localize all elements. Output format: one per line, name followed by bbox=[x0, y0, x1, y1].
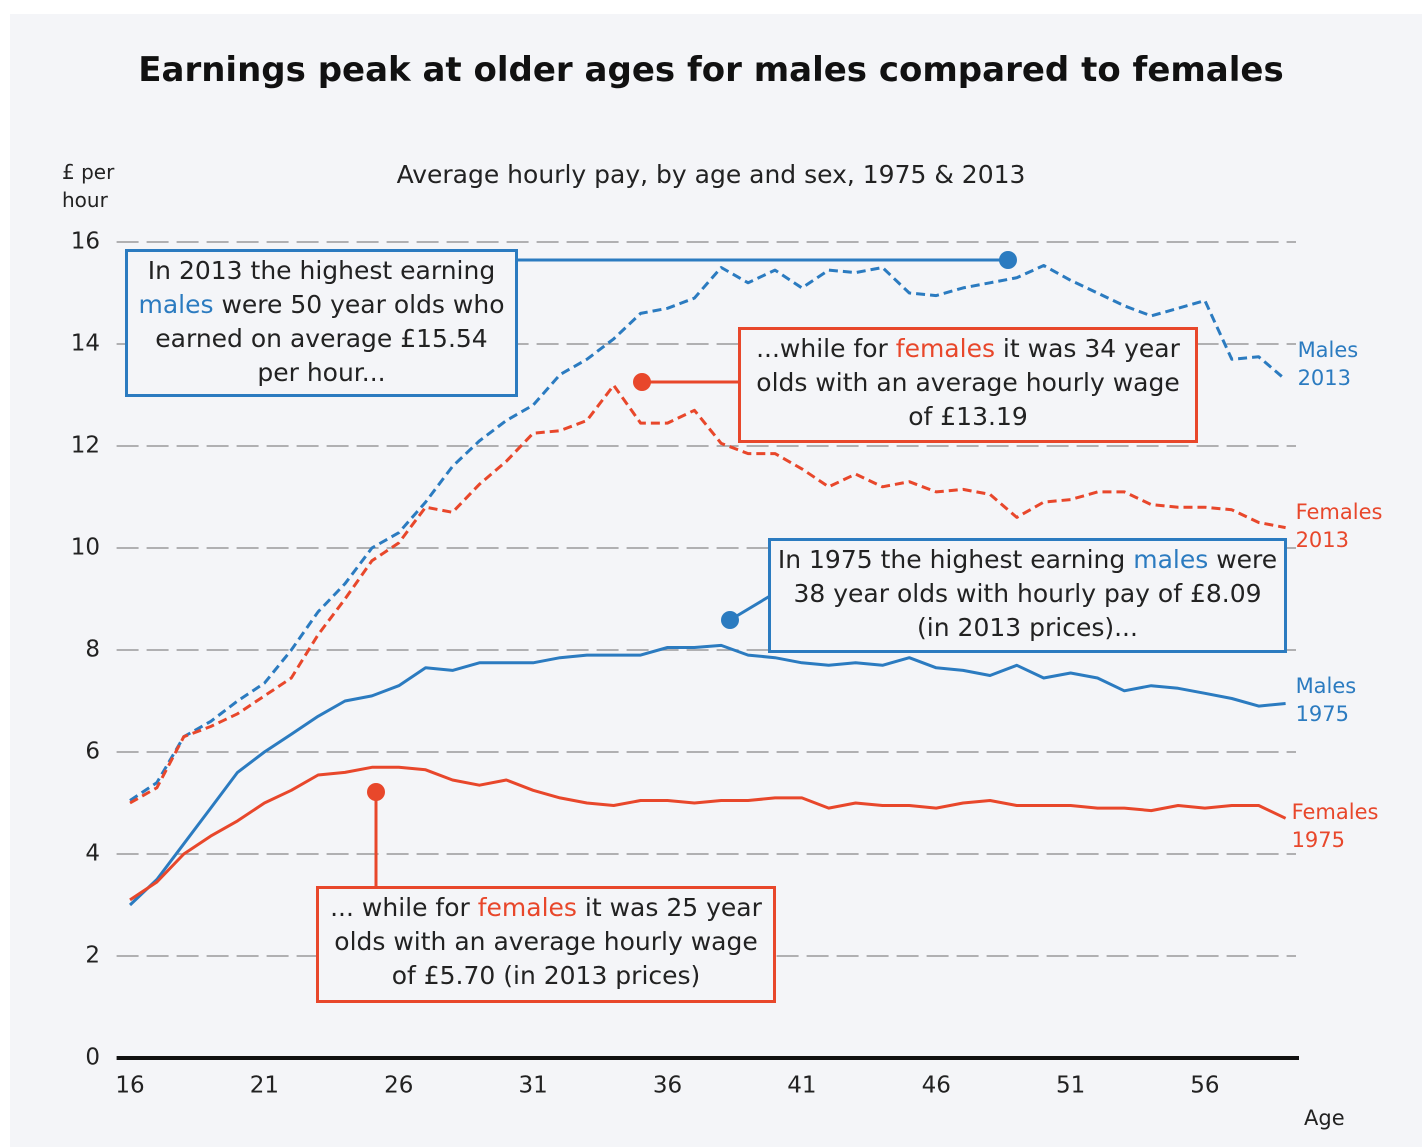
x-tick-label: 26 bbox=[384, 1073, 413, 1099]
annotation-text: it was 34 year olds with an average hour… bbox=[756, 334, 1180, 431]
annotation-dot bbox=[367, 783, 385, 801]
x-tick-label: 51 bbox=[1056, 1073, 1085, 1099]
annotation-dot bbox=[721, 611, 739, 629]
annotation-highlight: males bbox=[1133, 545, 1209, 574]
annotation-box: ... while for females it was 25 year old… bbox=[316, 886, 776, 1003]
annotation-box: In 2013 the highest earning males were 5… bbox=[125, 249, 518, 397]
x-tick-label: 41 bbox=[787, 1073, 816, 1099]
y-tick-label: 14 bbox=[71, 331, 100, 357]
annotation-text: ...while for bbox=[756, 334, 896, 363]
annotation-box: ...while for females it was 34 year olds… bbox=[738, 327, 1198, 443]
series-line bbox=[129, 383, 1286, 805]
y-tick-label: 6 bbox=[85, 739, 100, 765]
x-tick-label: 21 bbox=[250, 1073, 279, 1099]
x-axis-label: Age bbox=[1304, 1106, 1345, 1130]
annotation-highlight: females bbox=[477, 893, 577, 922]
series-end-label: Males 2013 bbox=[1297, 337, 1359, 390]
annotation-box: In 1975 the highest earning males were 3… bbox=[768, 538, 1287, 653]
y-tick-label: 16 bbox=[71, 229, 100, 255]
annotation-dot bbox=[633, 373, 651, 391]
y-tick-label: 4 bbox=[85, 841, 100, 867]
series-end-label: Males 1975 bbox=[1295, 673, 1357, 726]
x-tick-label: 36 bbox=[653, 1073, 682, 1099]
y-tick-label: 0 bbox=[85, 1045, 100, 1071]
annotation-text: In 2013 the highest earning bbox=[147, 256, 496, 285]
chart-title: Earnings peak at older ages for males co… bbox=[138, 50, 1284, 90]
annotation-text: ... while for bbox=[330, 893, 478, 922]
annotation-text: were 50 year olds who earned on average … bbox=[155, 290, 505, 387]
series-line bbox=[129, 765, 1287, 902]
chart-subtitle: Average hourly pay, by age and sex, 1975… bbox=[396, 160, 1026, 189]
annotation-highlight: males bbox=[138, 290, 214, 319]
x-tick-label: 46 bbox=[922, 1073, 951, 1099]
x-tick-label: 16 bbox=[115, 1073, 144, 1099]
series-end-label: Females 1975 bbox=[1291, 800, 1379, 853]
annotation-text: it was 25 year olds with an average hour… bbox=[334, 893, 762, 990]
y-tick-label: 10 bbox=[71, 535, 100, 561]
series-line bbox=[129, 264, 1287, 802]
annotation-text: In 1975 the highest earning bbox=[777, 545, 1134, 574]
y-tick-label: 2 bbox=[85, 943, 100, 969]
annotation-text: were 38 year olds with hourly pay of £8.… bbox=[793, 545, 1278, 642]
series-end-label: Females 2013 bbox=[1295, 499, 1383, 552]
x-tick-label: 56 bbox=[1190, 1073, 1219, 1099]
annotation-dot bbox=[999, 251, 1017, 269]
y-tick-label: 8 bbox=[85, 637, 100, 663]
x-tick-label: 31 bbox=[518, 1073, 547, 1099]
y-tick-label: 12 bbox=[71, 433, 100, 459]
series-line bbox=[128, 643, 1286, 907]
y-axis-label: £ per hour bbox=[62, 160, 115, 212]
annotation-highlight: females bbox=[895, 334, 995, 363]
